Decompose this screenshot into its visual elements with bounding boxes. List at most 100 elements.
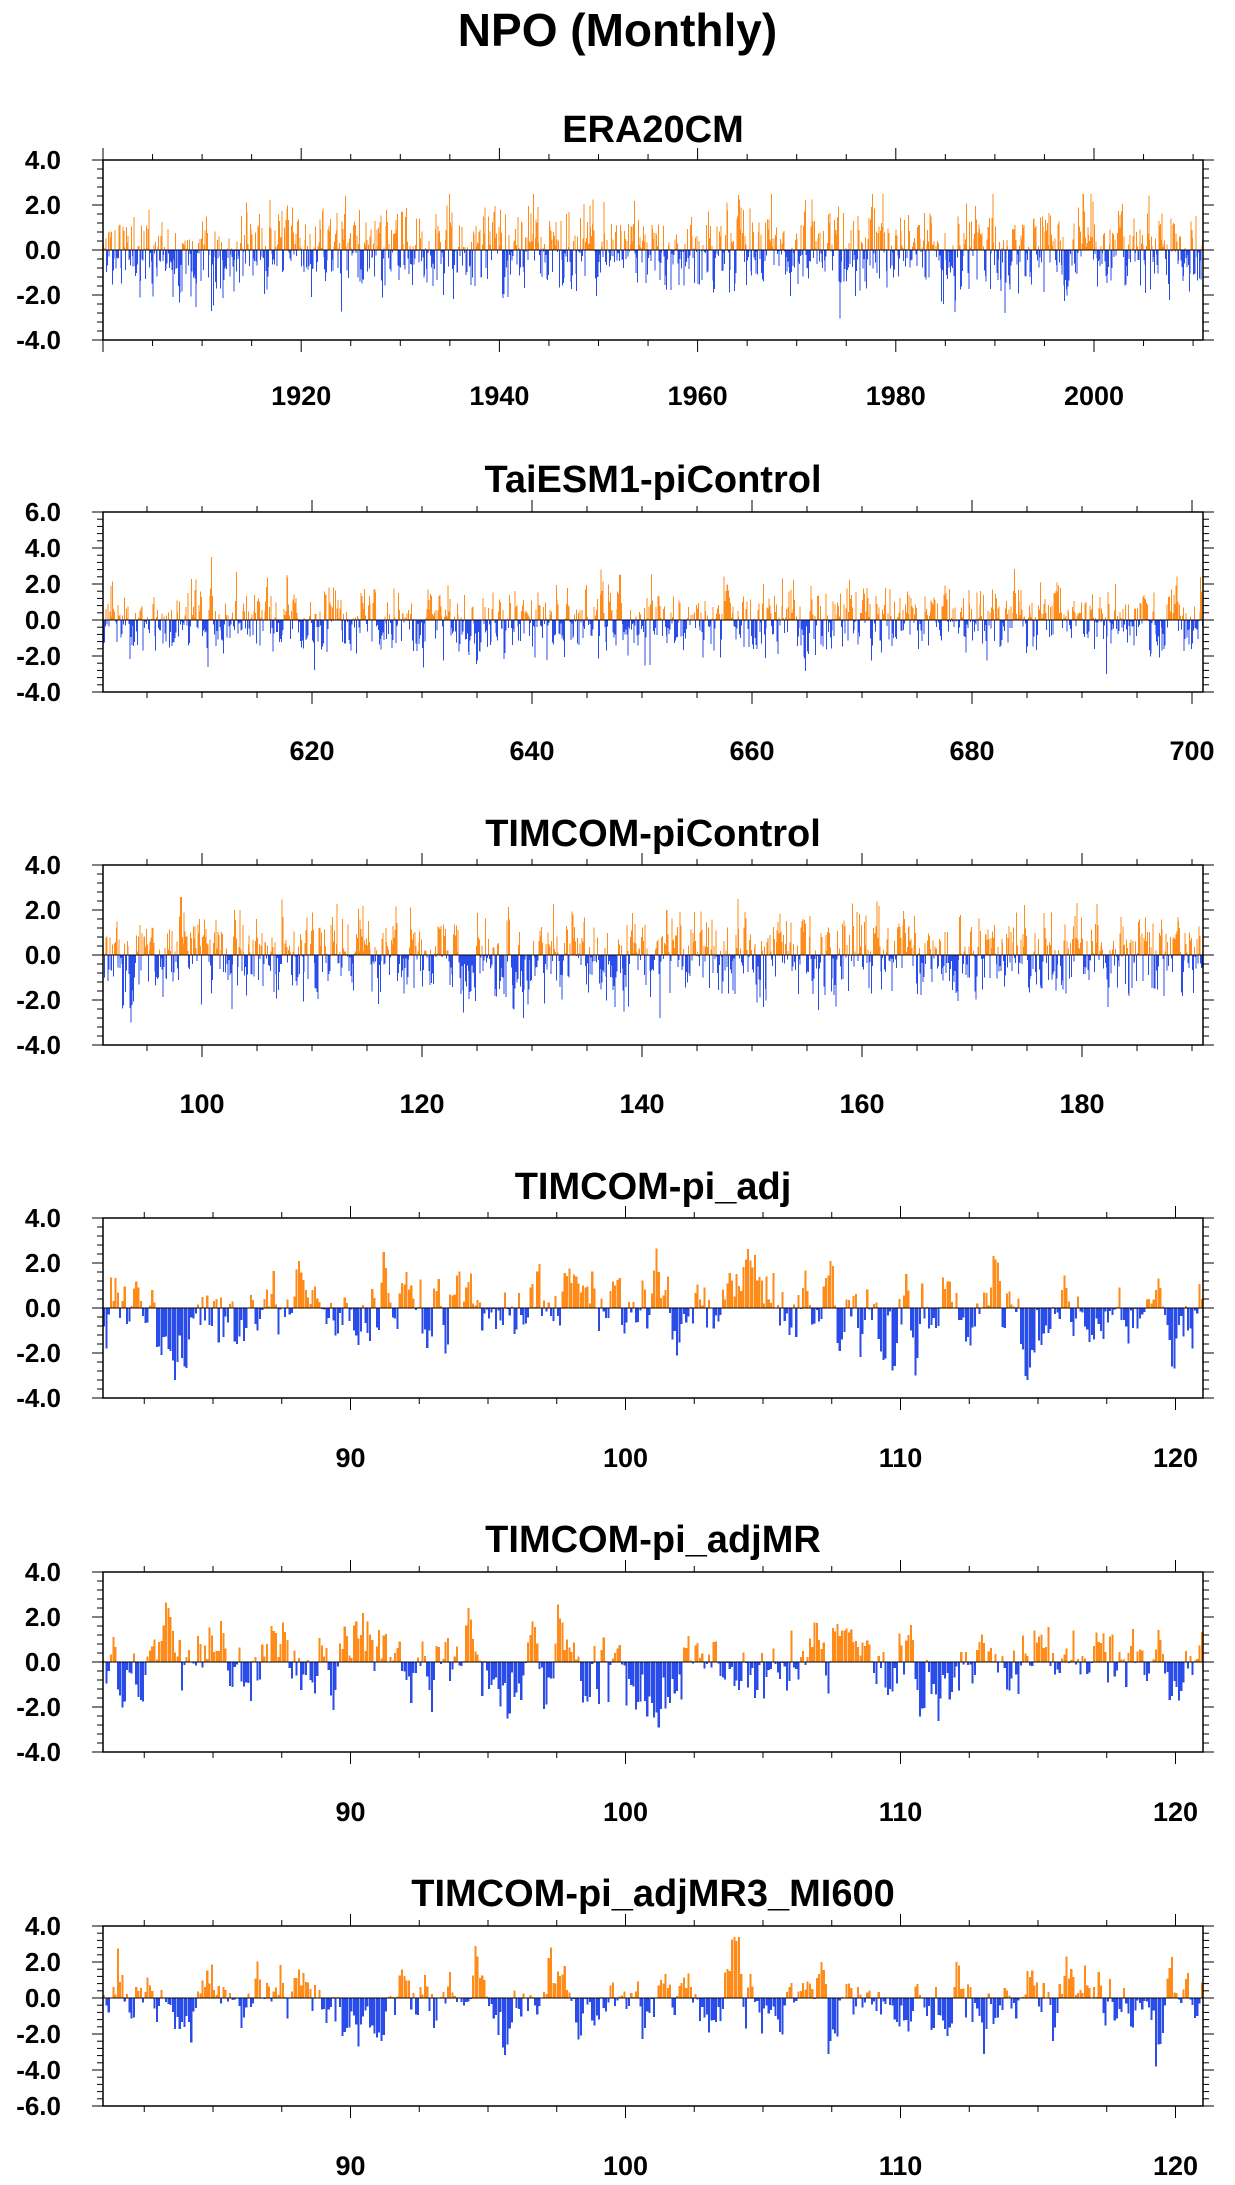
- bar: [621, 1662, 624, 1665]
- bar: [944, 585, 946, 620]
- bar: [243, 250, 245, 252]
- bar: [511, 1662, 514, 1673]
- bar: [606, 620, 608, 651]
- bar: [267, 577, 269, 620]
- bar: [984, 250, 986, 271]
- bar: [1097, 925, 1099, 955]
- bar: [314, 955, 316, 989]
- bar: [768, 219, 770, 250]
- panel-title: ERA20CM: [562, 109, 744, 151]
- bar: [919, 238, 921, 250]
- bar: [1127, 244, 1129, 250]
- bar: [762, 584, 764, 620]
- bar: [1126, 250, 1128, 266]
- bar: [471, 241, 473, 250]
- bar: [996, 618, 998, 620]
- bar: [1185, 612, 1187, 620]
- bar: [938, 620, 940, 630]
- bar: [1092, 617, 1094, 620]
- bar: [907, 927, 909, 955]
- bar: [274, 1304, 278, 1308]
- bar: [677, 620, 679, 623]
- bar: [955, 955, 957, 993]
- bar: [325, 1648, 328, 1662]
- bar: [607, 620, 609, 627]
- bar: [1103, 620, 1105, 626]
- bar: [292, 952, 294, 955]
- bar: [964, 1652, 967, 1662]
- bar: [403, 250, 405, 266]
- bar: [837, 217, 839, 250]
- bar: [620, 231, 622, 250]
- bar: [1053, 250, 1055, 252]
- bar: [861, 1308, 864, 1335]
- bar: [815, 241, 817, 250]
- bar: [271, 250, 273, 255]
- bar: [941, 1277, 944, 1308]
- bar: [1177, 602, 1179, 620]
- bar: [384, 1633, 388, 1662]
- bar: [525, 610, 527, 620]
- bar: [572, 241, 574, 250]
- bar: [715, 930, 717, 955]
- bar: [850, 595, 852, 620]
- bar: [126, 1308, 129, 1324]
- bar: [448, 250, 450, 267]
- bar: [248, 250, 250, 252]
- bar: [735, 1273, 738, 1308]
- bar: [1102, 250, 1104, 254]
- bar: [644, 924, 646, 955]
- x-tick-label: 110: [879, 1443, 923, 1473]
- bar: [414, 1662, 417, 1673]
- bar: [758, 1662, 761, 1666]
- bar: [671, 918, 673, 955]
- bar: [139, 610, 141, 620]
- bar: [332, 607, 334, 620]
- bar: [1022, 224, 1024, 250]
- bar: [1178, 620, 1180, 632]
- bar: [598, 955, 600, 984]
- bar: [897, 250, 899, 256]
- bar: [656, 620, 658, 635]
- bar: [192, 926, 194, 955]
- bar: [710, 620, 712, 644]
- bar: [1015, 593, 1017, 620]
- bar: [775, 227, 777, 250]
- bar: [1046, 955, 1048, 964]
- bar: [1025, 620, 1027, 624]
- bar: [928, 1662, 931, 1673]
- bar: [238, 250, 240, 256]
- bar: [1164, 620, 1166, 646]
- bar: [441, 250, 443, 253]
- bar: [640, 247, 642, 250]
- bar: [300, 620, 302, 641]
- bar: [924, 250, 926, 277]
- bar: [535, 955, 537, 968]
- bar: [759, 620, 761, 633]
- bar: [548, 220, 550, 250]
- bar: [648, 1308, 651, 1315]
- bar: [813, 955, 815, 979]
- bar: [913, 945, 915, 955]
- bar: [649, 620, 651, 665]
- bar: [584, 250, 586, 277]
- bar: [1000, 955, 1002, 972]
- bar: [676, 243, 678, 250]
- bar: [197, 620, 199, 629]
- bar: [1067, 609, 1069, 620]
- bar: [286, 1640, 289, 1662]
- bar: [785, 921, 787, 955]
- bar: [158, 620, 160, 631]
- bar: [349, 620, 351, 645]
- bar: [476, 945, 478, 955]
- bar: [306, 245, 308, 250]
- bar: [226, 248, 228, 250]
- bar: [479, 620, 481, 652]
- bar: [123, 620, 125, 625]
- bar: [194, 1308, 197, 1314]
- bar: [360, 593, 362, 620]
- bar: [477, 620, 479, 633]
- bar: [1057, 955, 1059, 965]
- bar: [379, 620, 381, 640]
- bar: [142, 250, 144, 261]
